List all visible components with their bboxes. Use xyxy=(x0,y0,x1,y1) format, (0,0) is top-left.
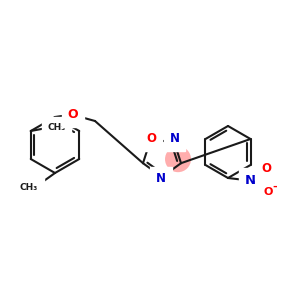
Text: O: O xyxy=(68,109,78,122)
Text: N: N xyxy=(244,173,256,187)
Circle shape xyxy=(165,146,191,172)
Text: +: + xyxy=(251,170,259,179)
Text: -: - xyxy=(273,182,277,192)
Text: N: N xyxy=(156,172,166,185)
Text: O: O xyxy=(146,132,156,145)
Text: O: O xyxy=(261,161,271,175)
Text: O: O xyxy=(263,187,273,197)
Text: CH₃: CH₃ xyxy=(20,184,38,193)
Text: N: N xyxy=(170,132,180,145)
Text: CH₃: CH₃ xyxy=(48,122,66,131)
